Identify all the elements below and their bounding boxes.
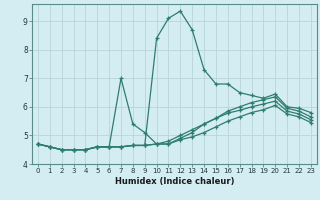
X-axis label: Humidex (Indice chaleur): Humidex (Indice chaleur)	[115, 177, 234, 186]
